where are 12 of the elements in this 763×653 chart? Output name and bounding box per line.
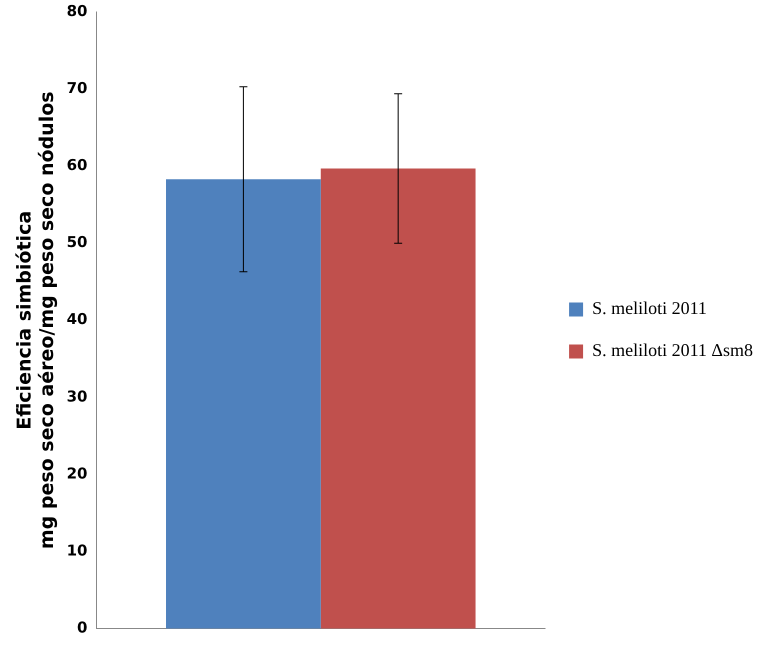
- y-tick-label: 20: [66, 464, 88, 482]
- y-tick-label: 30: [66, 387, 88, 406]
- y-axis-title: Eficiencia simbiótica mg peso seco aéreo/mg peso seco nódulos: [13, 91, 58, 550]
- legend-label: S. meliloti 2011: [592, 298, 707, 318]
- y-tick-label: 40: [66, 310, 88, 328]
- y-tick-label: 80: [66, 2, 88, 20]
- y-tick-label: 0: [77, 618, 88, 636]
- y-tick-label: 60: [66, 156, 88, 174]
- y-tick-label: 50: [66, 233, 88, 252]
- y-tick-label: 70: [66, 78, 88, 97]
- legend-label: S. meliloti 2011 Δsm8: [592, 340, 754, 360]
- y-tick-label: 10: [66, 541, 88, 560]
